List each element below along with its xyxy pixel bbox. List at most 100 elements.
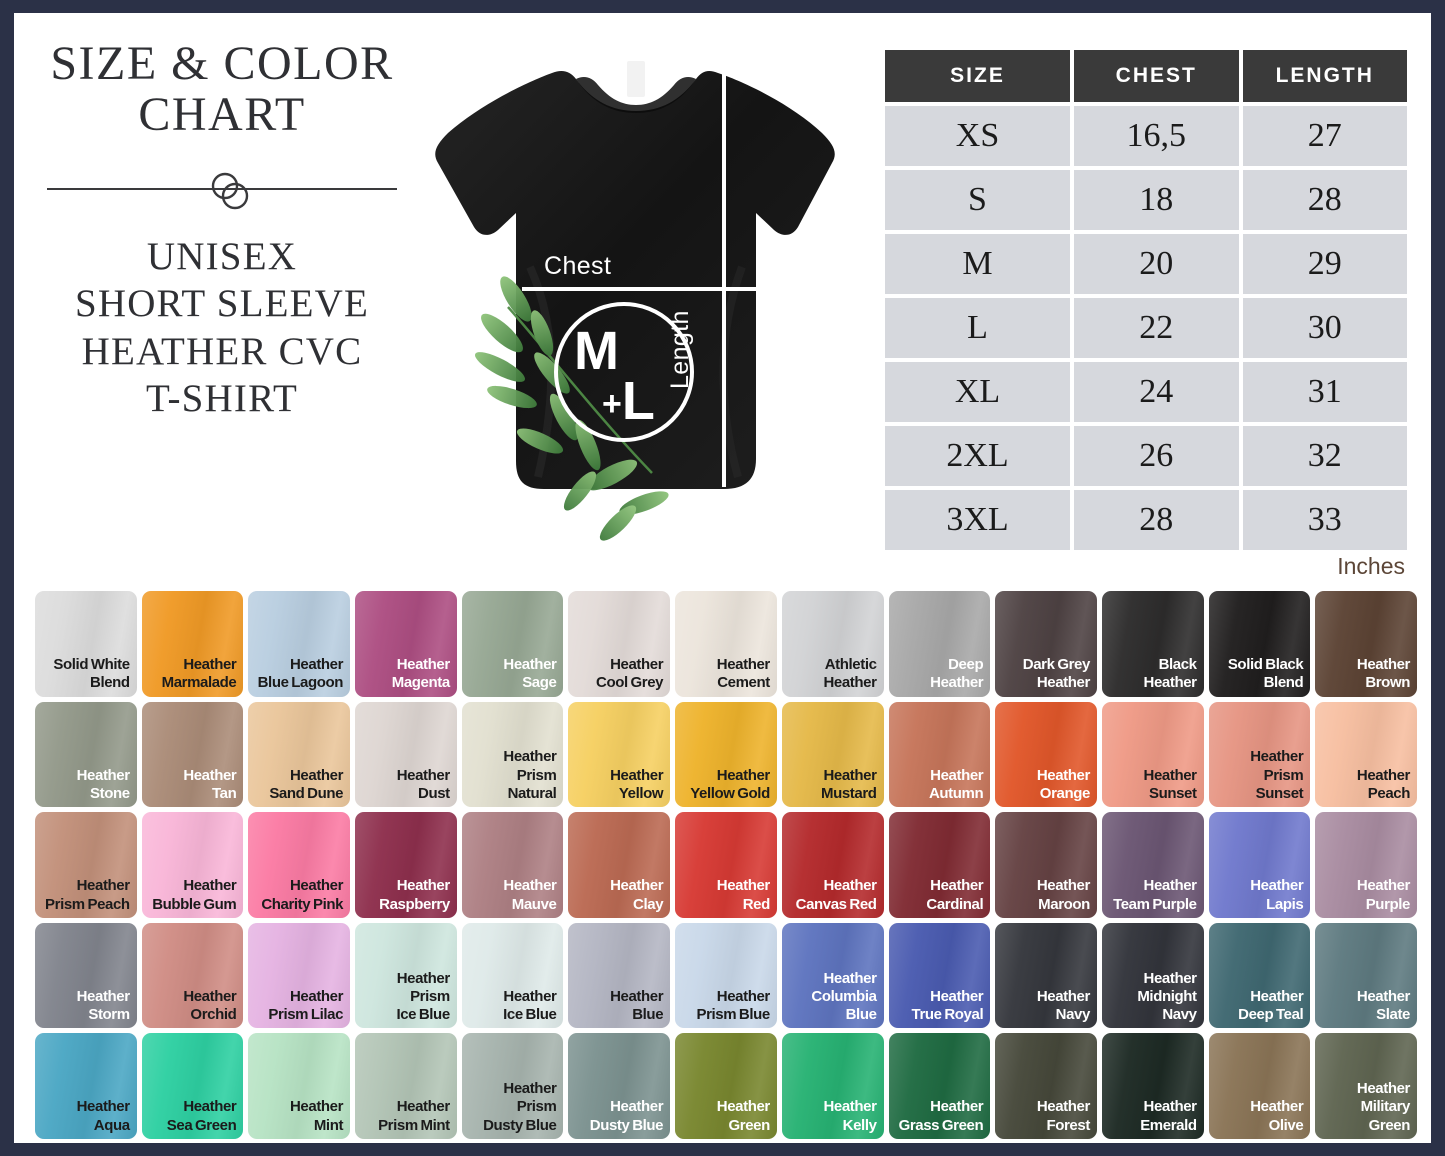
color-swatch[interactable]: Heather Emerald bbox=[1101, 1033, 1204, 1139]
color-swatch[interactable]: Heather Sea Green bbox=[141, 1033, 244, 1139]
color-swatch[interactable]: Heather Mint bbox=[248, 1033, 351, 1139]
color-swatch[interactable]: Athletic Heather bbox=[781, 591, 884, 697]
color-swatch[interactable]: Heather Peach bbox=[1315, 701, 1417, 808]
swatch-label-line: Heather bbox=[823, 766, 877, 784]
swatch-label: Heather Maroon bbox=[1000, 877, 1090, 914]
color-swatch[interactable]: Heather Midnight Navy bbox=[1101, 922, 1204, 1029]
color-swatch[interactable]: Heather Yellow Gold bbox=[675, 701, 777, 808]
color-swatch[interactable]: Heather Prism Mint bbox=[355, 1033, 457, 1139]
color-swatch[interactable]: Heather Clay bbox=[568, 812, 671, 918]
color-swatch[interactable]: Heather Brown bbox=[1315, 591, 1417, 697]
color-swatch[interactable]: Heather Orchid bbox=[141, 922, 244, 1029]
swatch-label-line: Dust bbox=[418, 784, 450, 802]
color-swatch[interactable]: Heather Yellow bbox=[568, 701, 671, 808]
color-swatch[interactable]: Heather Stone bbox=[35, 701, 137, 808]
color-swatch[interactable]: Heather Aqua bbox=[35, 1033, 137, 1139]
color-swatch[interactable]: Heather Sage bbox=[461, 591, 564, 697]
color-swatch[interactable]: Heather Marmalade bbox=[141, 591, 244, 697]
color-swatch[interactable]: Heather Blue Lagoon bbox=[248, 591, 351, 697]
color-swatch[interactable]: Heather Deep Teal bbox=[1208, 922, 1311, 1029]
color-swatch[interactable]: Heather Mustard bbox=[781, 701, 884, 808]
color-swatch[interactable]: Heather Prism Dusty Blue bbox=[461, 1033, 564, 1139]
color-swatch[interactable]: Heather Green bbox=[675, 1033, 777, 1139]
color-swatch[interactable]: Heather Raspberry bbox=[355, 812, 457, 918]
color-swatch[interactable]: Heather Cool Grey bbox=[568, 591, 671, 697]
swatch-label-line: Purple bbox=[1365, 895, 1411, 913]
color-swatch[interactable]: Heather Mauve bbox=[461, 812, 564, 918]
color-swatch[interactable]: Heather Maroon bbox=[995, 812, 1097, 918]
color-swatch[interactable]: Heather Canvas Red bbox=[781, 812, 884, 918]
swatch-label-line: Heather bbox=[183, 987, 237, 1005]
swatch-label-line: Heather bbox=[290, 1098, 344, 1116]
color-swatch[interactable]: Heather Military Green bbox=[1315, 1033, 1417, 1139]
color-swatch[interactable]: Heather Storm bbox=[35, 922, 137, 1029]
swatch-label: Heather Mustard bbox=[787, 767, 877, 804]
color-swatch[interactable]: Heather Forest bbox=[995, 1033, 1097, 1139]
color-swatch[interactable]: Deep Heather bbox=[888, 591, 991, 697]
color-swatch[interactable]: Heather Prism Peach bbox=[35, 812, 137, 918]
swatch-label-line: Olive bbox=[1268, 1116, 1304, 1134]
swatch-label: Heather Sand Dune bbox=[253, 767, 343, 804]
color-swatch[interactable]: Heather Team Purple bbox=[1101, 812, 1204, 918]
color-swatch[interactable]: Heather Bubble Gum bbox=[141, 812, 244, 918]
swatch-label-line: Midnight bbox=[1137, 987, 1197, 1005]
title-line-2: CHART bbox=[138, 87, 306, 141]
ornament-divider bbox=[47, 167, 397, 211]
color-swatch[interactable]: Heather Ice Blue bbox=[461, 922, 564, 1029]
color-swatch[interactable]: Heather Autumn bbox=[888, 701, 991, 808]
swatch-label-line: Peach bbox=[1367, 784, 1411, 802]
badge-letter-l: L bbox=[621, 371, 655, 431]
swatch-label-line: Heather bbox=[1250, 748, 1304, 766]
swatch-label-line: Heather bbox=[1143, 969, 1197, 987]
swatch-label-line: Dusty Blue bbox=[483, 1116, 557, 1134]
badge-plus-l: +L bbox=[602, 370, 655, 432]
color-swatch[interactable]: Heather Red bbox=[675, 812, 777, 918]
swatch-label: Heather Olive bbox=[1214, 1098, 1304, 1135]
color-swatch[interactable]: Solid Black Blend bbox=[1208, 591, 1311, 697]
color-swatch[interactable]: Heather Tan bbox=[141, 701, 244, 808]
color-swatch[interactable]: Heather Prism Sunset bbox=[1208, 701, 1311, 808]
color-swatch[interactable]: Dark Grey Heather bbox=[995, 591, 1097, 697]
swatch-label-line: Heather bbox=[1356, 1080, 1410, 1098]
color-swatch[interactable]: Solid White Blend bbox=[35, 591, 137, 697]
swatch-label: Heather Orange bbox=[1000, 767, 1090, 804]
color-swatch[interactable]: Heather Dusty Blue bbox=[568, 1033, 671, 1139]
color-swatch[interactable]: Heather Prism Ice Blue bbox=[355, 922, 457, 1029]
color-swatch[interactable]: Heather Columbia Blue bbox=[781, 922, 884, 1029]
color-swatch[interactable]: Heather Cardinal bbox=[888, 812, 991, 918]
color-swatch[interactable]: Heather Cement bbox=[675, 591, 777, 697]
color-swatch[interactable]: Heather Dust bbox=[355, 701, 457, 808]
color-swatch[interactable]: Black Heather bbox=[1101, 591, 1204, 697]
color-swatch[interactable]: Heather Sand Dune bbox=[248, 701, 351, 808]
color-swatch[interactable]: Heather Prism Natural bbox=[461, 701, 564, 808]
swatch-label: Heather Columbia Blue bbox=[787, 970, 877, 1025]
color-swatch[interactable]: Heather Prism Blue bbox=[675, 922, 777, 1029]
swatch-label-line: Heather bbox=[823, 674, 877, 692]
color-swatch[interactable]: Heather Slate bbox=[1315, 922, 1417, 1029]
color-swatch[interactable]: Heather Navy bbox=[995, 922, 1097, 1029]
color-swatch[interactable]: Heather Orange bbox=[995, 701, 1097, 808]
swatch-label-line: Deep bbox=[948, 656, 984, 673]
color-swatch[interactable]: Heather Grass Green bbox=[888, 1033, 991, 1139]
color-swatch[interactable]: Heather Blue bbox=[568, 922, 671, 1029]
swatch-label-line: Heather bbox=[1036, 1098, 1090, 1116]
color-swatch[interactable]: Heather Magenta bbox=[355, 591, 457, 697]
swatch-label-line: Deep Teal bbox=[1238, 1006, 1304, 1024]
swatch-label-line: Heather bbox=[290, 656, 344, 673]
color-swatch[interactable]: Heather Olive bbox=[1208, 1033, 1311, 1139]
color-swatch[interactable]: Heather Sunset bbox=[1101, 701, 1204, 808]
color-swatch[interactable]: Heather Charity Pink bbox=[248, 812, 351, 918]
swatch-label-line: Slate bbox=[1376, 1006, 1410, 1024]
swatch-label: Heather Prism Peach bbox=[40, 877, 130, 914]
color-swatch[interactable]: Heather Kelly bbox=[781, 1033, 884, 1139]
table-row: M 20 29 bbox=[885, 234, 1407, 294]
color-swatch[interactable]: Heather Purple bbox=[1315, 812, 1417, 918]
swatch-label-line: Storm bbox=[88, 1006, 130, 1024]
swatch-label-line: Heather bbox=[503, 877, 557, 895]
color-swatch[interactable]: Heather Prism Lilac bbox=[248, 922, 351, 1029]
color-swatch-grid: Solid White Blend Heather Marmalade Heather B… bbox=[35, 591, 1417, 1139]
swatch-label: Heather Tan bbox=[147, 767, 236, 804]
color-swatch[interactable]: Heather Lapis bbox=[1208, 812, 1311, 918]
color-swatch[interactable]: Heather True Royal bbox=[888, 922, 991, 1029]
column-header-size: SIZE bbox=[885, 50, 1071, 102]
